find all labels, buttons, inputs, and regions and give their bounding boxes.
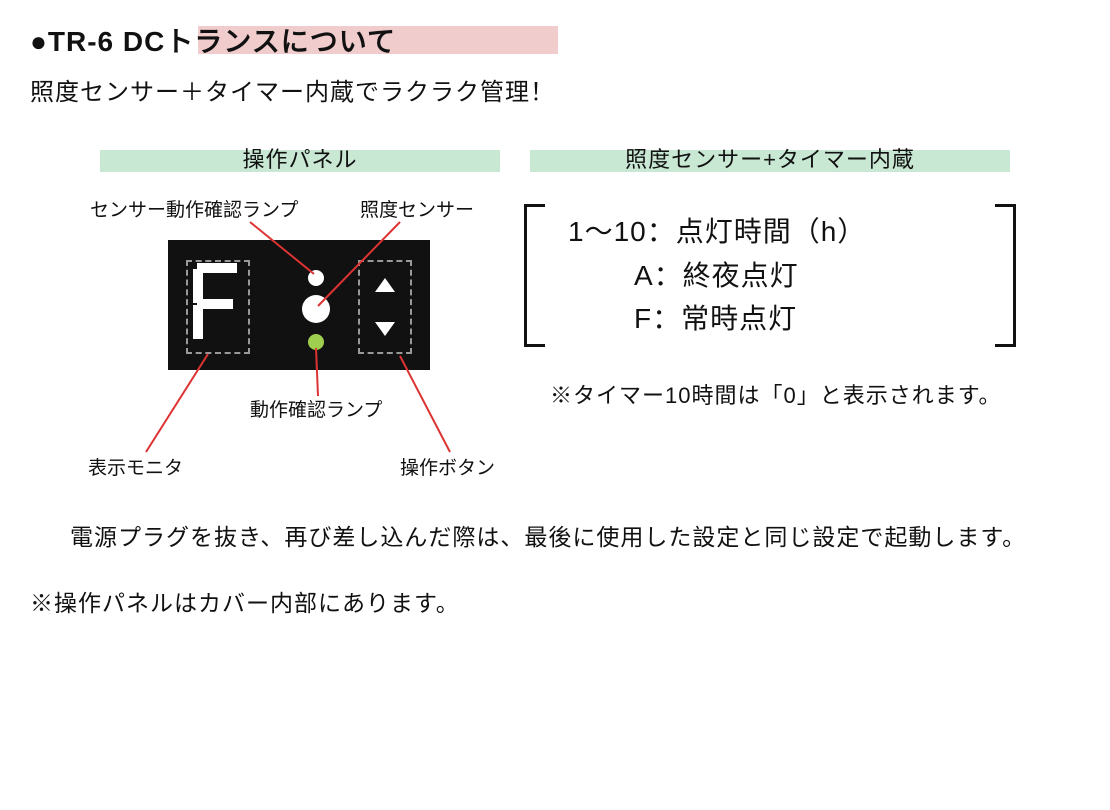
timer-legend-header: 照度センサー+タイマー内蔵 [530, 142, 1010, 176]
timer-legend-box: 1〜10：点灯時間（h） A：終夜点灯 F：常時点灯 [530, 196, 1010, 354]
timer-note: ※タイマー10時間は「0」と表示されます。 [530, 377, 1010, 414]
label-sensor-check-lamp: センサー動作確認ランプ [90, 196, 298, 226]
legend-line-3: F：常時点灯 [568, 297, 982, 340]
operation-button-frame[interactable] [358, 260, 412, 354]
bracket-left-icon [524, 204, 545, 346]
subtitle: 照度センサー＋タイマー内蔵でラクラク管理！ [30, 74, 1080, 112]
bracket-right-icon [995, 204, 1016, 346]
timer-legend-column: 照度センサー+タイマー内蔵 1〜10：点灯時間（h） A：終夜点灯 F：常時点灯… [530, 142, 1010, 414]
timer-legend-header-text: 照度センサー+タイマー内蔵 [625, 147, 915, 172]
operation-check-lamp-led [308, 334, 324, 350]
body-paragraph: 電源プラグを抜き、再び差し込んだ際は、最後に使用した設定と同じ設定で起動します。 [30, 516, 1080, 559]
legend-line-2: A：終夜点灯 [568, 254, 982, 297]
title-bar: ●TR-6 DCトランスについて [30, 20, 1080, 56]
control-panel-header: 操作パネル [100, 142, 500, 176]
control-panel-header-text: 操作パネル [242, 147, 357, 172]
two-column-area: 操作パネル センサー動作確認ランプ 照度センサー [30, 142, 1080, 486]
up-arrow-icon [375, 278, 395, 292]
sensor-check-lamp-led [308, 270, 324, 286]
control-panel-diagram: センサー動作確認ランプ 照度センサー [100, 196, 500, 486]
seven-segment-display [193, 263, 241, 345]
label-light-sensor: 照度センサー [360, 196, 474, 226]
label-op-check-lamp: 動作確認ランプ [250, 396, 382, 426]
control-panel-column: 操作パネル センサー動作確認ランプ 照度センサー [100, 142, 500, 486]
page-title: ●TR-6 DCトランスについて [30, 20, 396, 65]
label-op-button: 操作ボタン [400, 454, 495, 484]
light-sensor-led [302, 295, 330, 323]
label-display-monitor: 表示モニタ [88, 454, 183, 484]
footnote: ※操作パネルはカバー内部にあります。 [30, 585, 1080, 622]
legend-line-1: 1〜10：点灯時間（h） [568, 210, 982, 253]
panel-box [168, 240, 430, 370]
down-arrow-icon [375, 322, 395, 336]
